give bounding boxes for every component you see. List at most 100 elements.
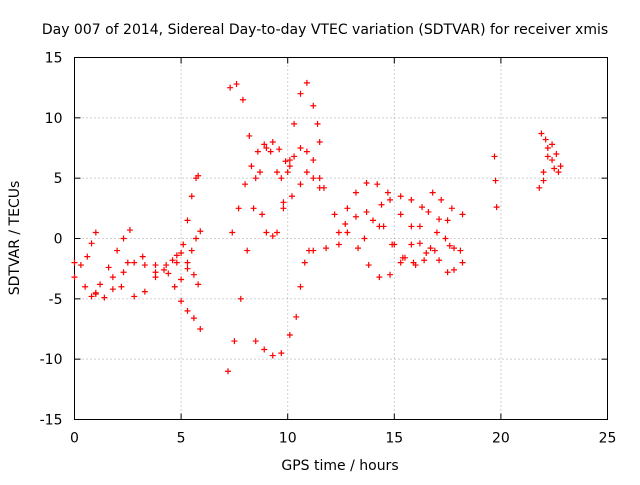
data-point: [540, 177, 547, 184]
data-point: [310, 247, 317, 254]
data-point: [184, 217, 191, 224]
data-point: [297, 145, 304, 151]
x-tick-label: 25: [599, 431, 617, 447]
data-point: [88, 293, 95, 300]
data-point: [544, 153, 551, 160]
data-point: [492, 177, 499, 184]
data-point: [436, 257, 443, 264]
data-point: [161, 266, 168, 273]
data-series: [380, 217, 451, 269]
data-point: [141, 262, 148, 269]
data-point: [97, 281, 104, 288]
data-point: [190, 271, 197, 278]
data-point: [365, 262, 372, 269]
data-series: [491, 153, 500, 211]
data-series: [331, 208, 464, 281]
data-point: [549, 141, 556, 148]
data-point: [416, 223, 423, 230]
data-point: [316, 175, 323, 182]
data-point: [235, 205, 242, 212]
data-point: [173, 259, 180, 266]
data-point: [446, 242, 453, 249]
data-point: [493, 204, 500, 211]
data-series: [173, 172, 202, 266]
data-point: [291, 153, 298, 160]
data-point: [491, 153, 498, 160]
data-point: [152, 262, 159, 269]
data-point: [84, 253, 91, 260]
y-axis-label: SDTVAR / TECUs: [7, 181, 23, 296]
data-point: [259, 211, 266, 218]
data-point: [184, 307, 191, 314]
data-point: [310, 102, 317, 109]
y-tick-label: 15: [45, 51, 63, 67]
data-point: [361, 235, 368, 242]
data-series: [335, 179, 466, 236]
chart-title: Day 007 of 2014, Sidereal Day-to-day VTE…: [42, 22, 608, 38]
data-point: [171, 283, 178, 290]
x-tick-label: 5: [177, 431, 186, 447]
data-point: [297, 181, 304, 188]
data-point: [105, 264, 112, 271]
data-point: [551, 165, 558, 172]
data-point: [261, 141, 268, 148]
data-series: [71, 229, 99, 269]
data-point: [282, 158, 289, 165]
data-point: [433, 229, 440, 236]
data-point: [120, 269, 127, 276]
data-point: [169, 257, 176, 264]
data-point: [436, 216, 443, 223]
data-series: [227, 81, 276, 240]
data-series: [118, 252, 180, 300]
data-point: [184, 265, 191, 272]
data-series: [225, 138, 293, 375]
data-point: [114, 247, 121, 254]
data-point: [197, 326, 204, 332]
data-point: [184, 259, 191, 266]
data-point: [540, 169, 547, 176]
data-point: [269, 233, 276, 240]
data-point: [297, 90, 304, 97]
data-point: [246, 132, 253, 139]
data-point: [252, 175, 259, 182]
data-point: [280, 199, 287, 206]
data-point: [303, 148, 310, 155]
data-point: [71, 274, 78, 281]
data-point: [363, 179, 370, 186]
data-point: [280, 205, 287, 212]
data-markers: [71, 79, 564, 375]
data-point: [242, 181, 249, 188]
data-point: [459, 211, 466, 218]
plot-frame: [74, 57, 608, 420]
data-point: [397, 211, 404, 218]
data-point: [284, 169, 291, 176]
data-point: [231, 338, 238, 345]
y-tick-label: -10: [40, 352, 63, 368]
data-point: [274, 229, 281, 236]
data-point: [195, 281, 202, 288]
x-tick-label: 10: [279, 431, 297, 447]
data-point: [263, 145, 270, 151]
data-point: [444, 217, 451, 224]
data-point: [163, 262, 170, 269]
data-point: [195, 172, 202, 179]
data-point: [120, 235, 127, 242]
data-point: [553, 151, 560, 158]
data-point: [197, 228, 204, 235]
data-point: [425, 208, 432, 215]
data-point: [288, 193, 295, 200]
data-point: [131, 293, 138, 300]
data-series: [184, 228, 204, 272]
y-tick-label: 0: [54, 232, 63, 248]
data-point: [397, 259, 404, 266]
data-point: [419, 204, 426, 211]
data-point: [459, 259, 466, 266]
data-point: [286, 332, 293, 339]
data-point: [412, 262, 419, 269]
data-series: [171, 283, 204, 332]
data-point: [401, 254, 408, 261]
data-point: [391, 241, 398, 248]
data-point: [188, 247, 195, 254]
data-point: [387, 271, 394, 278]
